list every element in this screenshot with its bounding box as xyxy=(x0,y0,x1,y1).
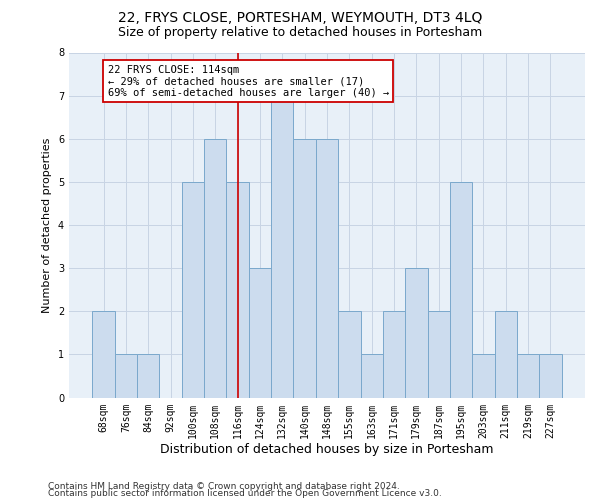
Bar xyxy=(517,354,539,398)
Bar xyxy=(204,138,226,398)
Bar xyxy=(316,138,338,398)
Text: 22, FRYS CLOSE, PORTESHAM, WEYMOUTH, DT3 4LQ: 22, FRYS CLOSE, PORTESHAM, WEYMOUTH, DT3… xyxy=(118,12,482,26)
Bar xyxy=(115,354,137,398)
Bar xyxy=(472,354,494,398)
Bar xyxy=(92,311,115,398)
Bar xyxy=(428,311,450,398)
Bar xyxy=(137,354,160,398)
Bar xyxy=(361,354,383,398)
Bar xyxy=(271,96,293,398)
Bar xyxy=(249,268,271,398)
Text: Contains public sector information licensed under the Open Government Licence v3: Contains public sector information licen… xyxy=(48,490,442,498)
Bar xyxy=(226,182,249,398)
Text: Contains HM Land Registry data © Crown copyright and database right 2024.: Contains HM Land Registry data © Crown c… xyxy=(48,482,400,491)
Y-axis label: Number of detached properties: Number of detached properties xyxy=(43,138,52,312)
Bar xyxy=(405,268,428,398)
Bar xyxy=(494,311,517,398)
Text: Size of property relative to detached houses in Portesham: Size of property relative to detached ho… xyxy=(118,26,482,39)
Bar xyxy=(539,354,562,398)
Text: 22 FRYS CLOSE: 114sqm
← 29% of detached houses are smaller (17)
69% of semi-deta: 22 FRYS CLOSE: 114sqm ← 29% of detached … xyxy=(107,64,389,98)
Bar xyxy=(383,311,405,398)
Bar xyxy=(293,138,316,398)
X-axis label: Distribution of detached houses by size in Portesham: Distribution of detached houses by size … xyxy=(160,443,494,456)
Bar xyxy=(338,311,361,398)
Bar xyxy=(450,182,472,398)
Bar xyxy=(182,182,204,398)
